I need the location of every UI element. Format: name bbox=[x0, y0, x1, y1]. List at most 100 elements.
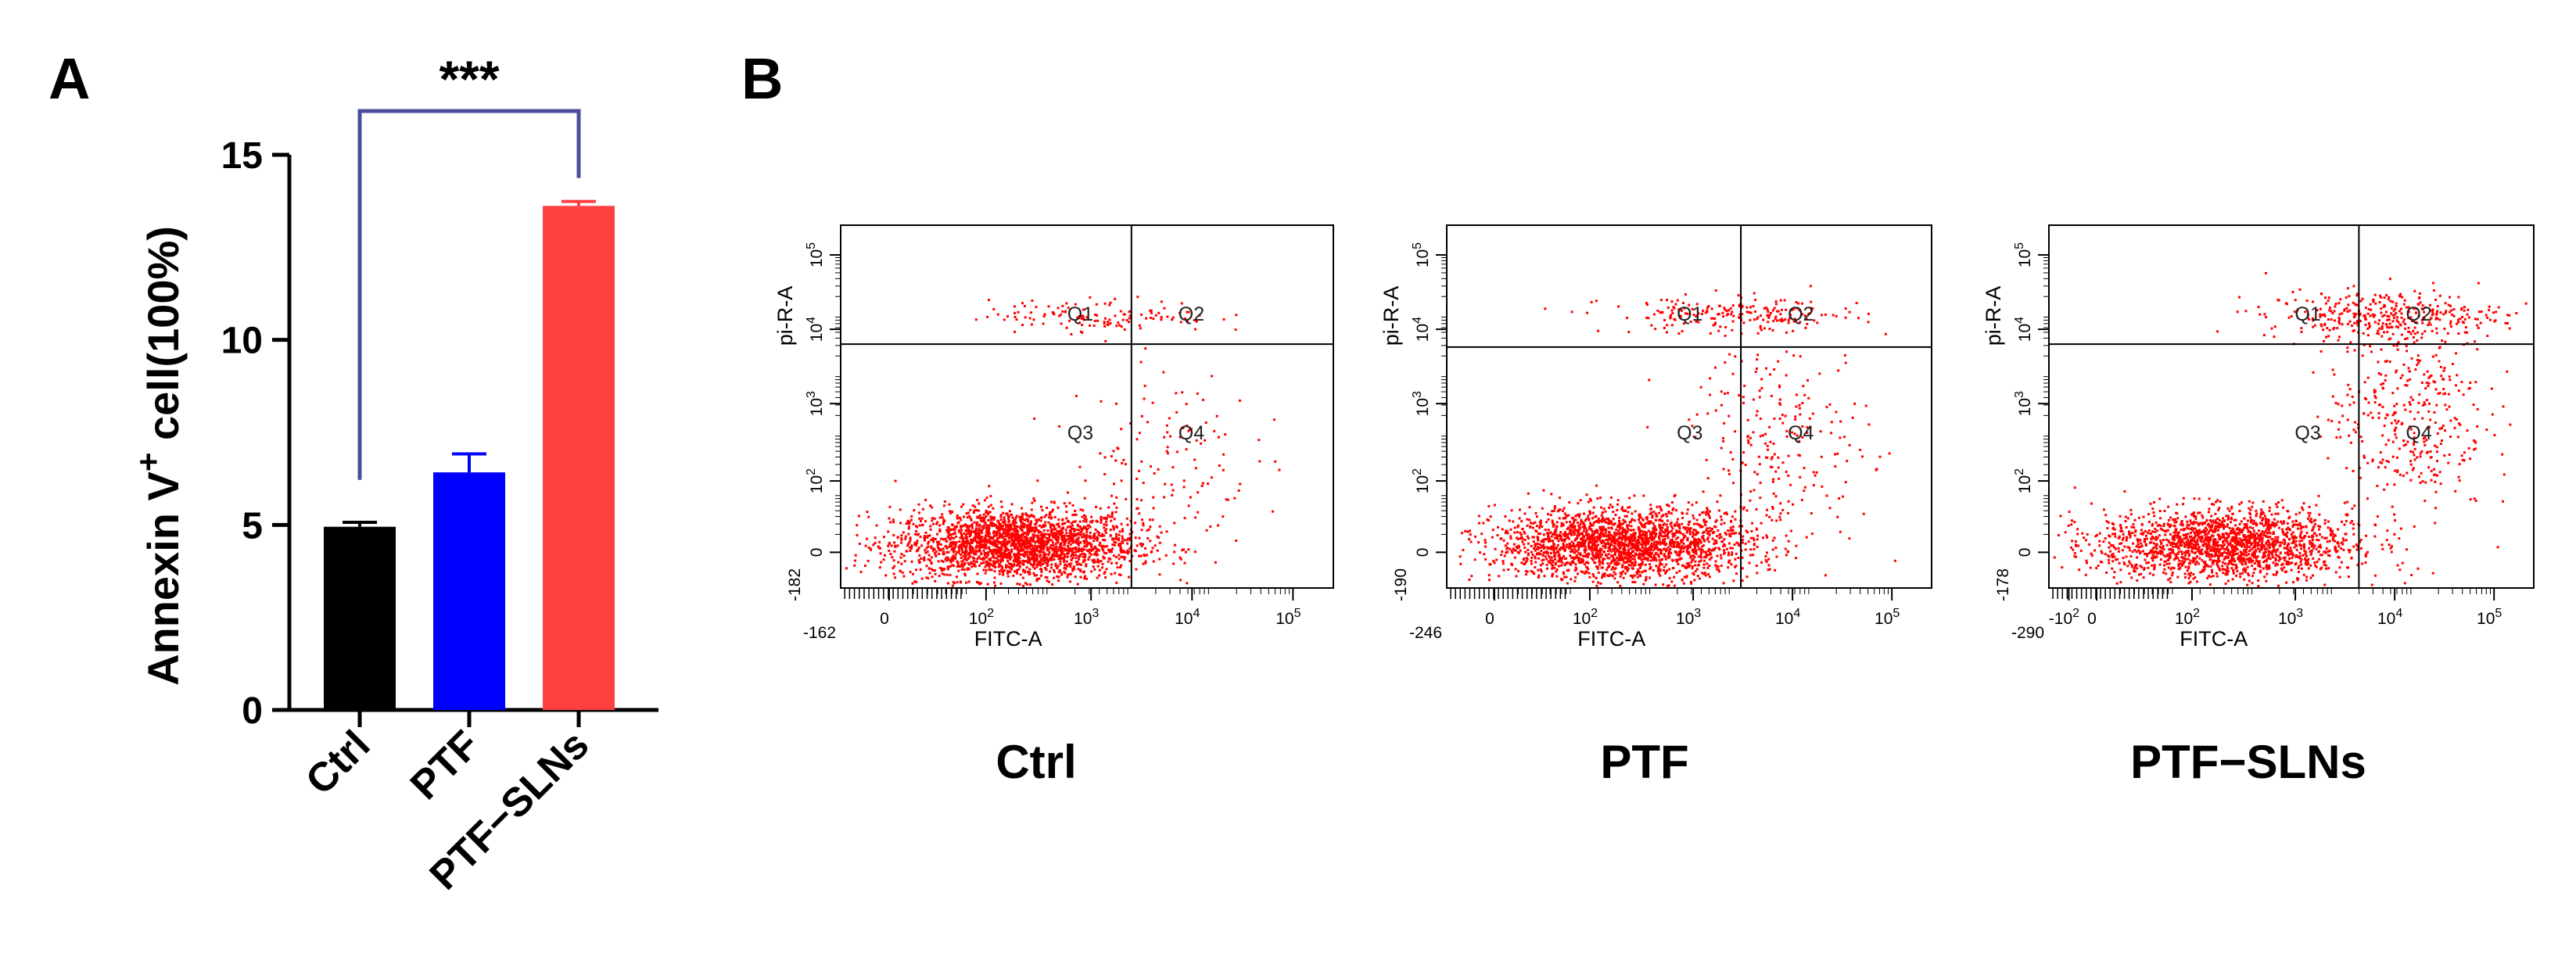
data-point bbox=[1085, 577, 1088, 580]
data-point bbox=[1638, 547, 1641, 550]
data-point bbox=[1045, 514, 1048, 517]
data-point bbox=[1729, 547, 1732, 550]
data-point bbox=[1636, 542, 1639, 545]
data-point bbox=[981, 528, 984, 531]
data-point bbox=[1028, 553, 1031, 556]
data-point bbox=[1020, 536, 1023, 540]
bar bbox=[324, 526, 396, 710]
data-point bbox=[1707, 530, 1710, 532]
data-point bbox=[1631, 576, 1634, 579]
data-point bbox=[985, 560, 988, 563]
data-point bbox=[999, 533, 1002, 536]
data-point bbox=[1725, 310, 1728, 313]
data-point bbox=[1164, 482, 1167, 486]
data-point bbox=[1607, 536, 1610, 539]
data-point bbox=[1707, 572, 1710, 575]
data-point bbox=[1011, 543, 1014, 547]
data-point bbox=[1035, 557, 1039, 560]
data-point bbox=[1041, 538, 1044, 541]
data-point bbox=[1582, 522, 1584, 525]
scatter-dots bbox=[1458, 285, 1896, 587]
data-point bbox=[1675, 572, 1678, 574]
data-point bbox=[1776, 310, 1778, 313]
data-point bbox=[1010, 550, 1012, 554]
data-point bbox=[1629, 564, 1632, 567]
data-point bbox=[1014, 311, 1016, 314]
data-point bbox=[1106, 545, 1108, 547]
data-point bbox=[902, 554, 906, 557]
data-point bbox=[1064, 529, 1067, 532]
data-point bbox=[1075, 395, 1078, 397]
data-point bbox=[1082, 308, 1085, 311]
data-point bbox=[1724, 532, 1727, 535]
x-tick-label: 104 bbox=[1175, 607, 1200, 628]
data-point bbox=[1059, 562, 1062, 565]
data-point bbox=[1031, 527, 1033, 530]
data-point bbox=[1233, 497, 1236, 500]
significance-bracket bbox=[357, 109, 581, 480]
data-point bbox=[1645, 569, 1647, 572]
data-point bbox=[1625, 543, 1627, 546]
data-point bbox=[1064, 564, 1067, 567]
data-point bbox=[1028, 317, 1031, 320]
data-point bbox=[1667, 511, 1670, 514]
data-point bbox=[1100, 560, 1103, 562]
data-point bbox=[1029, 526, 1032, 529]
data-point bbox=[970, 518, 973, 522]
data-point bbox=[1050, 516, 1053, 519]
data-point bbox=[1505, 529, 1508, 532]
data-point bbox=[983, 516, 986, 519]
data-point bbox=[1042, 322, 1045, 325]
data-point bbox=[1209, 525, 1212, 528]
data-point bbox=[1611, 536, 1614, 539]
data-point bbox=[1061, 534, 1064, 537]
data-point bbox=[976, 542, 979, 545]
data-point bbox=[1172, 562, 1175, 565]
data-point bbox=[1053, 551, 1056, 554]
data-point bbox=[1540, 550, 1543, 553]
data-point bbox=[1023, 545, 1026, 548]
data-point bbox=[1632, 529, 1635, 532]
data-point bbox=[1552, 522, 1554, 525]
data-point bbox=[1022, 568, 1024, 572]
data-point bbox=[1031, 553, 1033, 556]
data-point bbox=[913, 509, 916, 512]
data-point bbox=[1035, 565, 1039, 568]
data-point bbox=[1089, 550, 1092, 552]
data-point bbox=[1755, 527, 1758, 530]
data-point bbox=[1619, 546, 1622, 549]
data-point bbox=[1037, 541, 1040, 544]
data-point bbox=[1562, 532, 1565, 536]
data-point bbox=[1022, 569, 1024, 572]
data-point bbox=[916, 540, 919, 543]
data-point bbox=[1520, 561, 1523, 565]
data-point bbox=[994, 523, 997, 526]
data-point bbox=[1049, 526, 1053, 529]
data-point bbox=[1145, 317, 1147, 320]
data-point bbox=[1571, 544, 1574, 547]
data-point bbox=[1551, 532, 1554, 536]
data-point bbox=[1014, 519, 1017, 522]
data-point bbox=[1627, 511, 1630, 514]
data-point bbox=[1652, 537, 1655, 540]
data-point bbox=[1620, 572, 1623, 574]
data-point bbox=[1136, 438, 1139, 441]
data-point bbox=[1186, 425, 1189, 427]
data-point bbox=[1591, 524, 1595, 527]
data-point bbox=[1121, 528, 1125, 531]
data-point bbox=[1563, 534, 1566, 537]
data-point bbox=[1684, 545, 1687, 548]
bar bbox=[433, 472, 505, 710]
data-point bbox=[1573, 531, 1576, 534]
data-point bbox=[1669, 540, 1672, 543]
data-point bbox=[1682, 533, 1685, 536]
data-point bbox=[1668, 556, 1671, 559]
data-point bbox=[935, 522, 938, 525]
data-point bbox=[957, 540, 960, 543]
data-point bbox=[1214, 561, 1217, 564]
data-point bbox=[884, 554, 886, 557]
data-point bbox=[1619, 559, 1622, 562]
data-point bbox=[1008, 528, 1011, 531]
data-point bbox=[1059, 555, 1062, 558]
data-point bbox=[1632, 544, 1635, 547]
